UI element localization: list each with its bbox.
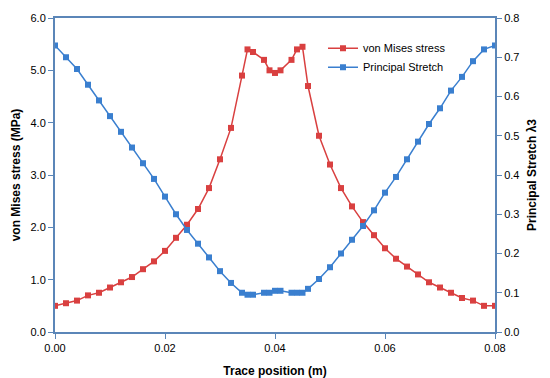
- svg-text:0.5: 0.5: [504, 130, 519, 142]
- svg-text:0.0: 0.0: [31, 326, 46, 338]
- svg-text:0.08: 0.08: [484, 342, 505, 354]
- svg-text:von Mises stress: von Mises stress: [363, 42, 445, 54]
- svg-text:0.4: 0.4: [504, 169, 519, 181]
- svg-text:2.0: 2.0: [31, 221, 46, 233]
- svg-text:3.0: 3.0: [31, 169, 46, 181]
- svg-text:Principal Stretch: Principal Stretch: [363, 61, 443, 73]
- svg-text:0.06: 0.06: [374, 342, 395, 354]
- svg-text:Trace position (m): Trace position (m): [223, 364, 326, 378]
- svg-text:0.00: 0.00: [44, 342, 65, 354]
- svg-text:0.2: 0.2: [504, 247, 519, 259]
- svg-text:0.1: 0.1: [504, 287, 519, 299]
- svg-text:0.04: 0.04: [264, 342, 285, 354]
- svg-text:4.0: 4.0: [31, 117, 46, 129]
- svg-text:0.8: 0.8: [504, 12, 519, 24]
- svg-text:0.0: 0.0: [504, 326, 519, 338]
- svg-text:0.7: 0.7: [504, 51, 519, 63]
- svg-text:6.0: 6.0: [31, 12, 46, 24]
- svg-text:5.0: 5.0: [31, 64, 46, 76]
- svg-text:von Mises stress (MPa): von Mises stress (MPa): [9, 109, 23, 242]
- svg-text:0.6: 0.6: [504, 90, 519, 102]
- svg-text:Principal Stretch λ3: Principal Stretch λ3: [525, 119, 539, 231]
- svg-text:0.02: 0.02: [154, 342, 175, 354]
- svg-text:1.0: 1.0: [31, 274, 46, 286]
- svg-text:0.3: 0.3: [504, 208, 519, 220]
